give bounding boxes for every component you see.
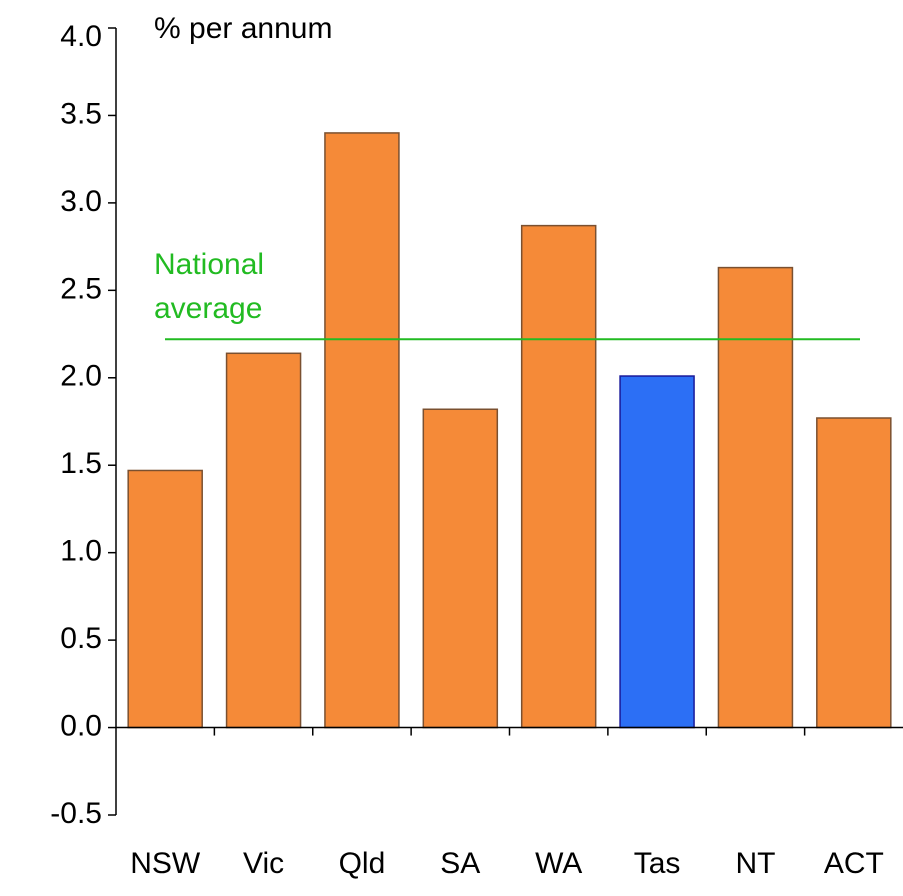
x-tick-label: NSW — [130, 847, 201, 880]
y-tick-label: -0.5 — [50, 797, 102, 830]
reference-label: National — [154, 248, 264, 281]
bar — [422, 408, 499, 729]
y-tick-label: 3.5 — [60, 97, 102, 130]
bar — [127, 469, 203, 729]
bar — [324, 132, 400, 729]
x-tick-label: WA — [535, 847, 582, 880]
y-tick-label: 0.0 — [60, 709, 102, 742]
y-tick-label: 4.0 — [60, 20, 102, 53]
x-tick-label: Vic — [243, 847, 284, 880]
x-tick-label: SA — [440, 847, 480, 880]
x-tick-label: Qld — [339, 847, 386, 880]
y-tick-label: 1.0 — [60, 535, 102, 568]
x-tick-label: Tas — [634, 847, 681, 880]
bar — [816, 417, 892, 729]
y-tick-label: 2.5 — [60, 272, 102, 305]
y-tick-label: 0.5 — [60, 622, 102, 655]
bar — [225, 352, 302, 729]
x-tick-label: ACT — [824, 847, 884, 880]
y-tick-label: 1.5 — [60, 447, 102, 480]
reference-label: average — [154, 292, 262, 325]
x-tick-label: NT — [735, 847, 775, 880]
y-axis-label: % per annum — [154, 12, 332, 45]
bar — [619, 375, 695, 729]
y-tick-label: 3.0 — [60, 185, 102, 218]
bar — [717, 266, 794, 729]
y-tick-label: 2.0 — [60, 360, 102, 393]
bar — [520, 224, 597, 729]
